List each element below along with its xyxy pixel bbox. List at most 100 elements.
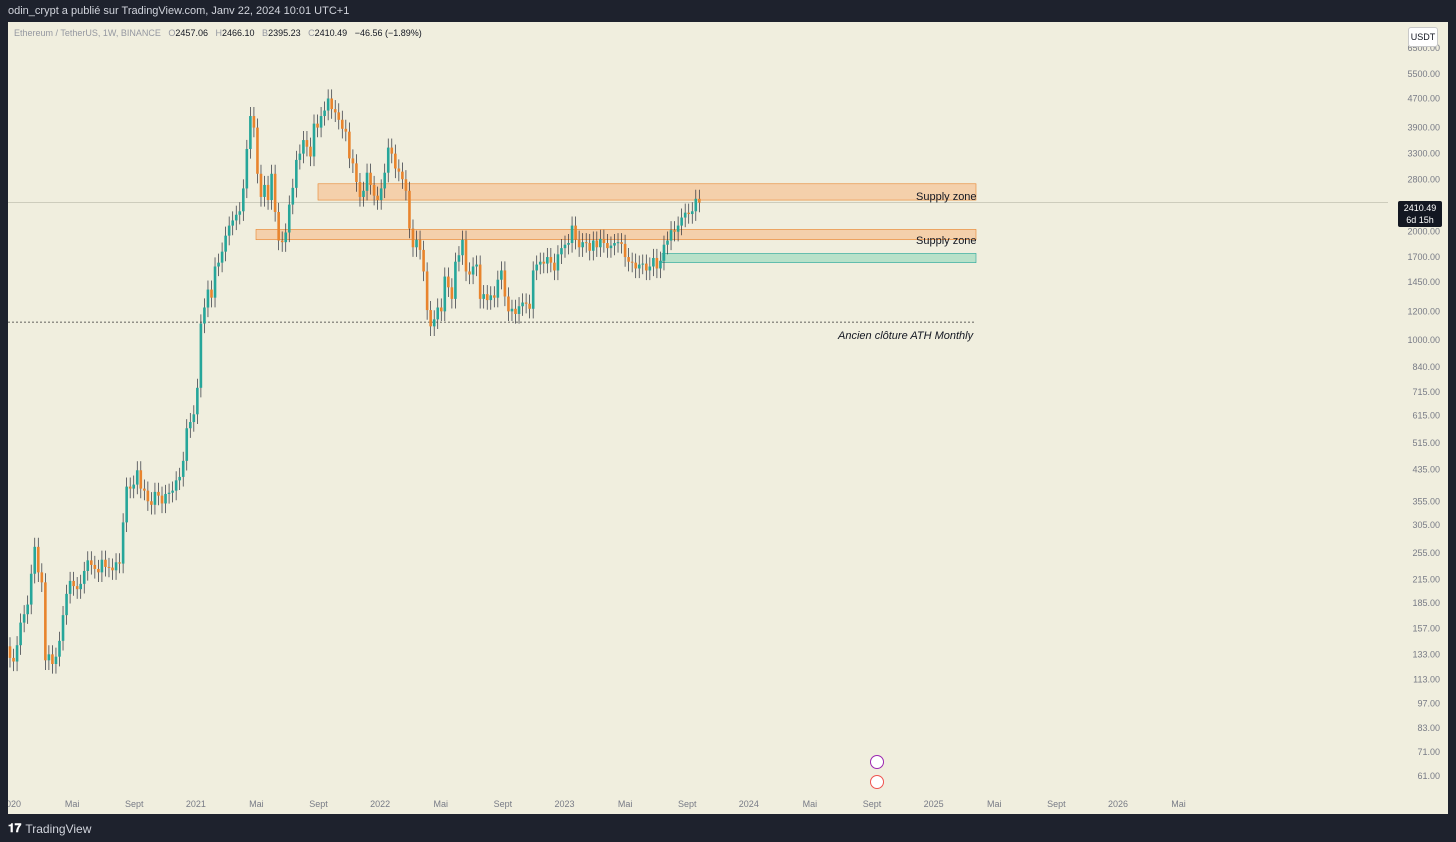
- candle-body: [422, 249, 425, 272]
- candle-body: [104, 559, 107, 567]
- candle-body: [291, 187, 295, 205]
- candle-body: [602, 238, 606, 244]
- candle-body: [609, 245, 613, 249]
- candle-body: [641, 263, 645, 265]
- tradingview-logo[interactable]: 𝟏𝟕 TradingView: [8, 821, 91, 836]
- chart-area[interactable]: 6500.00 5500.00 4700.00 3900.00 3300.00 2800.…: [8, 22, 1448, 814]
- candle-body: [376, 195, 379, 201]
- candle-body: [390, 147, 394, 154]
- candle-body: [196, 387, 199, 415]
- candle-body: [443, 276, 447, 312]
- candle-body: [135, 470, 139, 485]
- candle-body: [425, 271, 429, 311]
- supply-zone-rect: [255, 229, 977, 241]
- candle-body: [213, 266, 217, 298]
- candle-body: [394, 153, 397, 169]
- us-flag-event-icon[interactable]: [870, 775, 884, 789]
- candle-body: [464, 239, 468, 272]
- publish-header: odin_crypt a publié sur TradingView.com,…: [0, 0, 1456, 22]
- candle-body: [15, 645, 19, 662]
- x-tick-label: Sept: [863, 799, 882, 809]
- candle-body: [676, 225, 680, 232]
- x-tick-label: Sept: [309, 799, 328, 809]
- x-tick-label: 2023: [554, 799, 574, 809]
- open-value: 2457.06: [175, 28, 208, 38]
- candle-body: [256, 127, 259, 174]
- candle-body: [231, 220, 235, 226]
- candle-body: [47, 654, 51, 661]
- candle-body: [86, 560, 90, 571]
- x-tick-label: 2024: [739, 799, 759, 809]
- candle-body: [401, 171, 404, 180]
- candle-body: [167, 492, 171, 494]
- y-tick-label: 305.00: [1412, 520, 1440, 530]
- candle-body: [645, 263, 648, 271]
- candle-body: [206, 289, 210, 308]
- candle-body: [273, 173, 277, 212]
- candle-body: [383, 172, 387, 189]
- candle-body: [79, 583, 82, 590]
- candle-body: [694, 198, 698, 212]
- candle-body: [411, 228, 415, 248]
- candle-body: [118, 562, 121, 564]
- price-chart[interactable]: 6500.00 5500.00 4700.00 3900.00 3300.00 2800.…: [8, 22, 1448, 814]
- x-tick-label: Sept: [494, 799, 513, 809]
- y-tick-label: 1450.00: [1407, 277, 1440, 287]
- candle-body: [507, 296, 510, 312]
- lightning-event-icon[interactable]: [870, 755, 884, 769]
- candle-body: [181, 460, 185, 477]
- y-tick-label: 83.00: [1417, 723, 1440, 733]
- candle-body: [496, 279, 500, 298]
- footer-bar: 𝟏𝟕 TradingView: [0, 814, 1456, 842]
- candle-body: [560, 248, 563, 255]
- currency-button[interactable]: USDT: [1408, 27, 1438, 47]
- candle-body: [146, 490, 150, 502]
- candle-body: [178, 476, 181, 481]
- candle-body: [132, 484, 136, 489]
- candle-body: [153, 491, 157, 505]
- candle-body: [330, 98, 333, 110]
- candle-body: [355, 163, 358, 183]
- candle-body: [61, 615, 65, 641]
- candle-body: [546, 257, 549, 264]
- candle-body: [139, 470, 143, 489]
- change-value: −46.56 (−1.89%): [354, 28, 422, 38]
- candle-body: [227, 225, 231, 236]
- candle-body: [107, 566, 111, 568]
- low-label: B: [262, 28, 269, 38]
- candle-body: [369, 172, 372, 185]
- x-tick-label: 2025: [924, 799, 944, 809]
- bar-countdown: 6d 15h: [1406, 215, 1434, 225]
- candle-body: [19, 622, 22, 646]
- supply-zone-label-lower: Supply zone: [916, 235, 977, 247]
- y-tick-label: 435.00: [1412, 465, 1440, 475]
- candle-body: [436, 307, 440, 320]
- candle-body: [468, 271, 471, 275]
- candle-body: [439, 307, 443, 312]
- candle-body: [680, 217, 683, 226]
- y-tick-label: 1000.00: [1407, 335, 1440, 345]
- current-price-text: 2410.49: [1403, 203, 1437, 213]
- candle-body: [627, 257, 630, 262]
- candle-body: [630, 261, 634, 263]
- open-label: O: [168, 28, 176, 38]
- candle-body: [22, 614, 26, 623]
- y-tick-label: 355.00: [1412, 496, 1440, 506]
- candle-body: [524, 302, 528, 304]
- y-tick-label: 2000.00: [1407, 227, 1440, 237]
- candle-body: [125, 486, 128, 523]
- y-tick-label: 5500.00: [1407, 69, 1440, 79]
- candle-body: [217, 262, 220, 267]
- candle-body: [634, 262, 637, 269]
- candle-body: [128, 486, 132, 489]
- candle-body: [234, 214, 238, 221]
- candle-body: [344, 128, 348, 132]
- candle-body: [429, 310, 432, 327]
- y-tick-label: 113.00: [1413, 675, 1440, 685]
- candle-body: [68, 580, 72, 594]
- y-tick-label: 2800.00: [1407, 174, 1440, 184]
- candle-body: [666, 240, 669, 245]
- candle-body: [242, 188, 245, 212]
- y-tick-label: 840.00: [1412, 362, 1440, 372]
- candle-body: [36, 546, 40, 573]
